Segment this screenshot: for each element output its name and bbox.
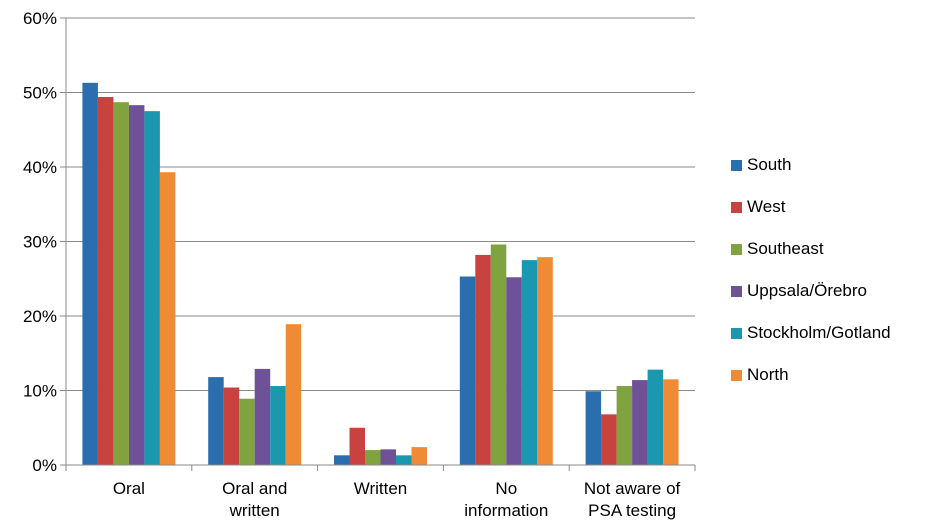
legend-item: Stockholm/Gotland xyxy=(731,312,926,354)
y-tick-label: 10% xyxy=(23,382,57,401)
bar-uppsala-rebro-2 xyxy=(380,449,396,465)
bar-stockholm-gotland-1 xyxy=(270,386,286,465)
bar-west-3 xyxy=(475,254,491,465)
bar-north-3 xyxy=(537,257,553,465)
bar-north-0 xyxy=(159,172,176,465)
y-tick-label: 60% xyxy=(23,9,57,28)
bar-stockholm-gotland-3 xyxy=(521,260,538,465)
bar-west-2 xyxy=(349,427,365,465)
bar-stockholm-gotland-2 xyxy=(396,455,412,465)
bar-southeast-1 xyxy=(239,398,255,465)
bar-west-4 xyxy=(601,414,617,465)
category-label: Written xyxy=(354,479,408,498)
category-label: Oral xyxy=(113,479,145,498)
y-tick-label: 30% xyxy=(23,233,57,252)
y-tick-label: 50% xyxy=(23,84,57,103)
bar-south-2 xyxy=(334,455,350,465)
category-label: written xyxy=(229,501,280,520)
bar-southeast-0 xyxy=(113,102,129,465)
y-tick-label: 0% xyxy=(32,456,57,475)
legend-label: South xyxy=(747,155,792,174)
bar-south-4 xyxy=(585,391,602,465)
bar-southeast-4 xyxy=(616,386,633,465)
bar-uppsala-rebro-0 xyxy=(128,105,145,465)
legend-item: South xyxy=(731,144,926,186)
bar-south-1 xyxy=(208,377,224,465)
legend-item: Southeast xyxy=(731,228,926,270)
legend-swatch xyxy=(731,285,742,297)
legend-swatch xyxy=(731,201,742,213)
category-label: No xyxy=(495,479,517,498)
bar-uppsala-rebro-3 xyxy=(506,277,522,465)
bar-west-1 xyxy=(223,387,240,465)
bar-marks xyxy=(82,82,679,465)
bar-uppsala-rebro-1 xyxy=(254,368,271,465)
category-label: PSA testing xyxy=(588,501,676,520)
legend-label: North xyxy=(747,365,789,384)
bar-stockholm-gotland-0 xyxy=(144,111,160,465)
legend-label: Stockholm/Gotland xyxy=(747,323,891,342)
category-label: Not aware of xyxy=(584,479,681,498)
legend-item: West xyxy=(731,186,926,228)
axes xyxy=(60,17,696,471)
bar-southeast-3 xyxy=(490,244,507,465)
category-label: Oral and xyxy=(222,479,287,498)
bar-west-0 xyxy=(97,96,114,465)
y-tick-label: 40% xyxy=(23,158,57,177)
y-tick-labels: 0% 10% 20% 30% 40% 50% 60% xyxy=(23,9,57,475)
bar-north-4 xyxy=(663,379,679,465)
bar-south-3 xyxy=(459,276,476,465)
legend-swatch xyxy=(731,159,742,171)
bar-north-1 xyxy=(285,324,302,465)
legend: South West Southeast Uppsala/Örebro Stockhol… xyxy=(731,144,926,396)
legend-label: Southeast xyxy=(747,239,824,258)
bar-south-0 xyxy=(82,82,98,465)
legend-label: Uppsala/Örebro xyxy=(747,281,868,300)
legend-swatch xyxy=(731,243,742,255)
bar-southeast-2 xyxy=(365,450,381,465)
bar-uppsala-rebro-4 xyxy=(632,380,648,465)
bar-north-2 xyxy=(411,447,427,465)
y-tick-label: 20% xyxy=(23,307,57,326)
legend-label: West xyxy=(747,197,786,216)
category-labels: Oral Oral and written Written No information N… xyxy=(113,479,681,520)
legend-swatch xyxy=(731,369,742,381)
category-label: information xyxy=(464,501,548,520)
legend-item: North xyxy=(731,354,926,396)
legend-swatch xyxy=(731,327,742,339)
bar-stockholm-gotland-4 xyxy=(647,369,664,465)
legend-item: Uppsala/Örebro xyxy=(731,270,926,312)
